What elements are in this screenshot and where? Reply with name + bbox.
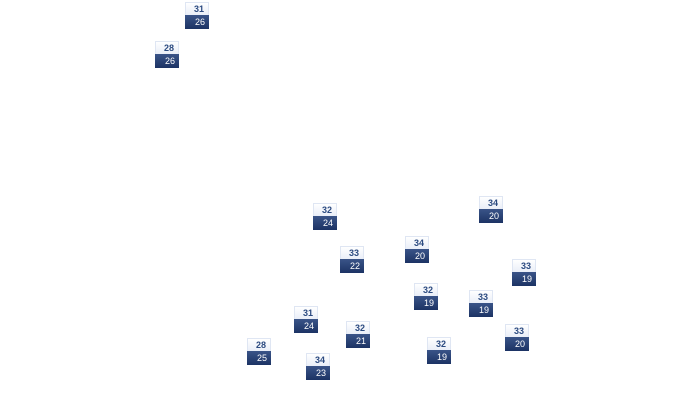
- high-temperature: 31: [294, 306, 318, 319]
- temperature-marker[interactable]: 32 24: [313, 203, 337, 230]
- high-temperature: 32: [427, 337, 451, 350]
- high-temperature: 33: [469, 290, 493, 303]
- high-temperature: 34: [479, 196, 503, 209]
- temperature-marker[interactable]: 33 22: [340, 246, 364, 273]
- temperature-marker[interactable]: 34 20: [479, 196, 503, 223]
- high-temperature: 28: [155, 41, 179, 54]
- high-temperature: 28: [247, 338, 271, 351]
- temperature-marker[interactable]: 33 19: [469, 290, 493, 317]
- temperature-marker[interactable]: 31 26: [185, 2, 209, 29]
- temperature-marker[interactable]: 28 25: [247, 338, 271, 365]
- low-temperature: 26: [155, 54, 179, 68]
- high-temperature: 32: [346, 321, 370, 334]
- low-temperature: 20: [505, 337, 529, 351]
- low-temperature: 24: [313, 216, 337, 230]
- temperature-marker[interactable]: 31 24: [294, 306, 318, 333]
- temperature-marker[interactable]: 28 26: [155, 41, 179, 68]
- high-temperature: 33: [512, 259, 536, 272]
- high-temperature: 31: [185, 2, 209, 15]
- low-temperature: 19: [427, 350, 451, 364]
- low-temperature: 19: [414, 296, 438, 310]
- low-temperature: 25: [247, 351, 271, 365]
- low-temperature: 26: [185, 15, 209, 29]
- high-temperature: 33: [340, 246, 364, 259]
- temperature-marker[interactable]: 34 20: [405, 236, 429, 263]
- low-temperature: 19: [469, 303, 493, 317]
- low-temperature: 23: [306, 366, 330, 380]
- low-temperature: 21: [346, 334, 370, 348]
- low-temperature: 20: [405, 249, 429, 263]
- temperature-marker[interactable]: 32 21: [346, 321, 370, 348]
- high-temperature: 34: [306, 353, 330, 366]
- temperature-marker[interactable]: 34 23: [306, 353, 330, 380]
- temperature-marker[interactable]: 32 19: [414, 283, 438, 310]
- high-temperature: 33: [505, 324, 529, 337]
- high-temperature: 32: [414, 283, 438, 296]
- temperature-marker[interactable]: 33 19: [512, 259, 536, 286]
- low-temperature: 24: [294, 319, 318, 333]
- high-temperature: 32: [313, 203, 337, 216]
- temperature-marker[interactable]: 33 20: [505, 324, 529, 351]
- low-temperature: 19: [512, 272, 536, 286]
- high-temperature: 34: [405, 236, 429, 249]
- low-temperature: 22: [340, 259, 364, 273]
- temperature-marker[interactable]: 32 19: [427, 337, 451, 364]
- low-temperature: 20: [479, 209, 503, 223]
